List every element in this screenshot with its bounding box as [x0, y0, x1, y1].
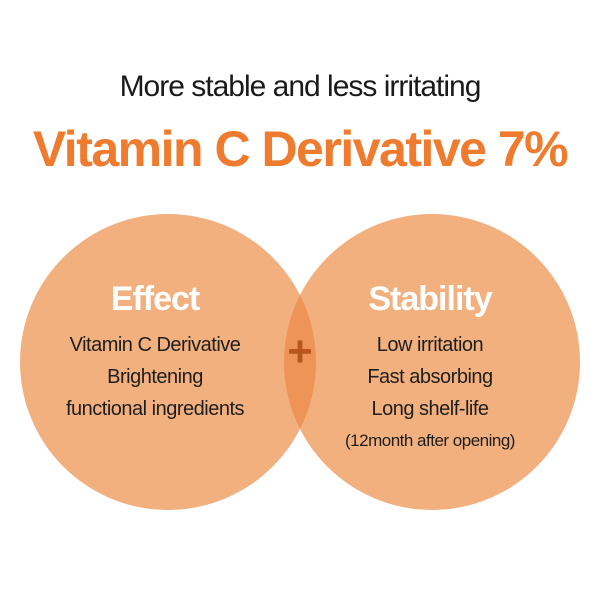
- stability-circle: [284, 214, 580, 510]
- title: Vitamin C Derivative 7%: [32, 121, 569, 177]
- effect-heading: Effect: [110, 280, 200, 318]
- effect-line: Vitamin C Derivative: [69, 334, 241, 356]
- stability-line: Low irritation: [376, 334, 484, 356]
- effect-block: Effect Vitamin C Derivative Brightening …: [30, 280, 280, 425]
- plus-icon: +: [287, 327, 313, 376]
- effect-circle: [20, 214, 316, 510]
- stability-heading: Stability: [368, 280, 492, 318]
- stability-note: (12month after opening): [345, 431, 515, 450]
- stability-line: Fast absorbing: [367, 366, 493, 388]
- effect-line: Brightening: [107, 366, 203, 388]
- stability-line: Long shelf-life: [371, 398, 489, 420]
- effect-line: functional ingredients: [65, 398, 245, 420]
- subtitle: More stable and less irritating: [119, 70, 482, 103]
- stability-block: Stability Low irritation Fast absorbing …: [310, 280, 550, 457]
